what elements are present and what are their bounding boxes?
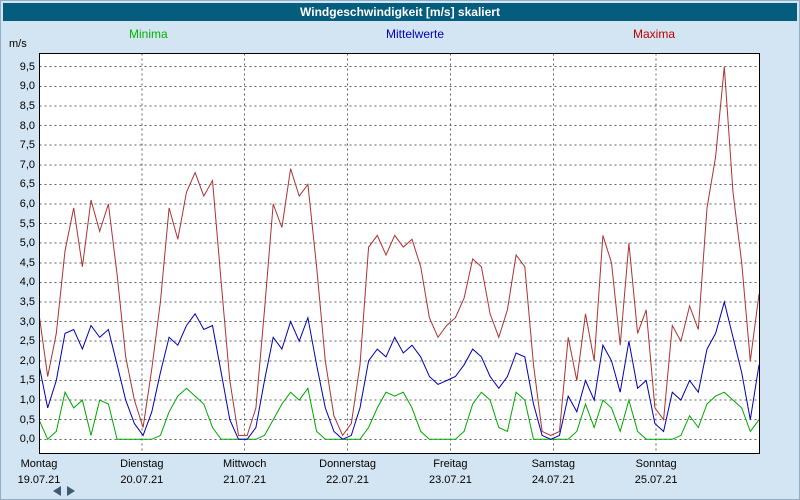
y-tick-label: 6,5 xyxy=(19,178,35,191)
x-day-label: Freitag xyxy=(433,458,468,470)
y-tick-label: 0,0 xyxy=(19,433,35,446)
x-date-label: 21.07.21 xyxy=(223,474,267,486)
x-day-label: Montag xyxy=(20,458,58,470)
x-day-label: Dienstag xyxy=(120,458,164,470)
x-date-label: 20.07.21 xyxy=(120,474,164,486)
scroll-right-button[interactable] xyxy=(67,486,75,496)
y-tick-label: 9,5 xyxy=(19,60,35,73)
y-tick-label: 1,5 xyxy=(19,374,35,387)
legend-mittelwerte-label: Mittelwerte xyxy=(386,27,445,41)
x-day-label: Mittwoch xyxy=(223,458,267,470)
y-tick-label: 7,5 xyxy=(19,139,35,152)
y-tick-label: 0,5 xyxy=(19,413,35,426)
y-tick-label: 5,5 xyxy=(19,217,35,230)
legend-minima-label: Minima xyxy=(129,27,168,41)
x-date-label: 22.07.21 xyxy=(326,474,369,486)
y-tick-label: 3,5 xyxy=(19,296,35,309)
y-tick-label: 9,0 xyxy=(19,80,35,93)
y-tick-label: 8,5 xyxy=(19,99,35,112)
x-date-label: 24.07.21 xyxy=(531,474,575,486)
y-tick-label: 1,0 xyxy=(19,394,35,407)
chart-title: Windgeschwindigkeit [m/s] skaliert xyxy=(300,5,500,19)
scroll-left-button[interactable] xyxy=(53,486,61,496)
y-tick-label: 4,0 xyxy=(19,276,35,289)
y-tick-label: 3,0 xyxy=(19,315,35,328)
y-axis-unit-label: m/s xyxy=(9,38,27,50)
series-line-mittelwerte xyxy=(39,300,760,440)
y-tick-label: 4,5 xyxy=(19,256,35,269)
window-titlebar: Windgeschwindigkeit [m/s] skaliert xyxy=(3,3,797,21)
x-date-label: 25.07.21 xyxy=(634,474,678,486)
x-day-label: Donnerstag xyxy=(319,458,376,470)
x-day-label: Sonntag xyxy=(635,458,677,470)
y-tick-label: 6,0 xyxy=(19,197,35,210)
plot-area xyxy=(39,53,760,454)
x-date-label: 23.07.21 xyxy=(429,474,472,486)
y-tick-label: 5,0 xyxy=(19,237,35,250)
y-tick-label: 7,0 xyxy=(19,158,35,171)
y-tick-label: 2,5 xyxy=(19,335,35,348)
legend-maxima-label: Maxima xyxy=(633,27,676,41)
x-date-label: 19.07.21 xyxy=(17,474,61,486)
y-tick-label: 8,0 xyxy=(19,119,35,132)
plot-border xyxy=(39,53,760,454)
series-line-maxima xyxy=(39,66,760,437)
y-tick-label: 2,0 xyxy=(19,354,35,367)
x-day-label: Samstag xyxy=(531,458,575,470)
series-line-minima xyxy=(39,387,760,441)
